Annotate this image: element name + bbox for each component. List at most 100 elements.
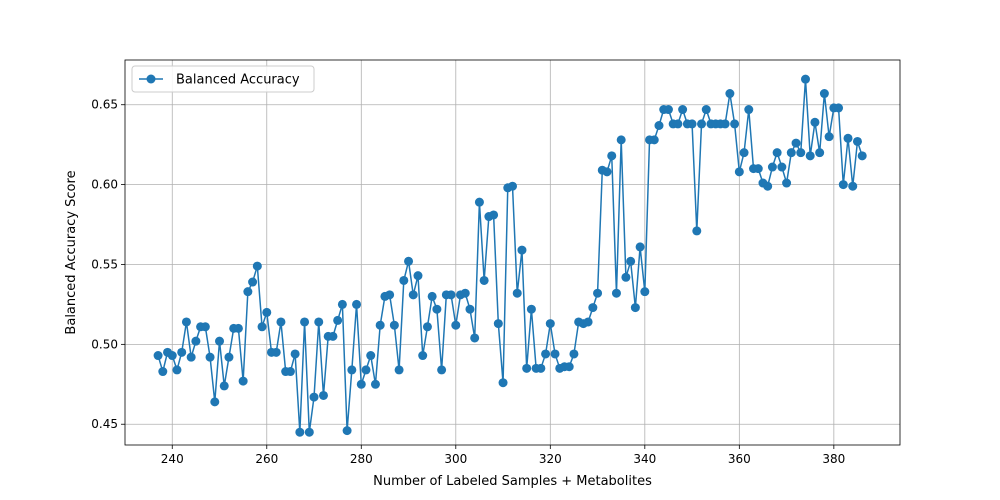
data-point xyxy=(375,320,385,330)
data-point xyxy=(602,167,612,177)
data-point xyxy=(318,390,328,400)
data-point xyxy=(815,148,825,158)
data-point xyxy=(309,392,319,402)
x-tick-label: 360 xyxy=(728,452,751,466)
data-point xyxy=(370,379,380,389)
data-point xyxy=(800,74,810,84)
data-point xyxy=(404,256,414,266)
data-point xyxy=(489,210,499,220)
data-point xyxy=(224,352,234,362)
data-point xyxy=(739,148,749,158)
data-point xyxy=(262,307,272,317)
legend-marker-swatch xyxy=(146,74,156,84)
data-point xyxy=(734,167,744,177)
data-point xyxy=(356,379,366,389)
data-point xyxy=(352,299,362,309)
data-point xyxy=(337,299,347,309)
data-point xyxy=(210,397,220,407)
data-point xyxy=(300,317,310,327)
data-point xyxy=(158,367,168,377)
data-point xyxy=(673,119,683,129)
data-point xyxy=(389,320,399,330)
data-point xyxy=(328,331,338,341)
data-point xyxy=(177,347,187,357)
data-point xyxy=(361,365,371,375)
data-point xyxy=(782,178,792,188)
data-point xyxy=(796,148,806,158)
data-point xyxy=(153,351,163,361)
data-point xyxy=(271,347,281,357)
data-point xyxy=(451,320,461,330)
data-point xyxy=(342,426,352,436)
y-tick-label: 0.45 xyxy=(91,417,118,431)
data-point xyxy=(541,349,551,359)
data-point xyxy=(333,315,343,325)
data-point xyxy=(233,323,243,333)
data-point xyxy=(205,352,215,362)
data-point xyxy=(418,351,428,361)
x-tick-label: 380 xyxy=(822,452,845,466)
data-point xyxy=(522,363,532,373)
legend-box xyxy=(131,65,315,93)
data-point xyxy=(838,180,848,190)
data-point xyxy=(687,119,697,129)
data-point xyxy=(460,288,470,298)
data-point xyxy=(347,365,357,375)
data-point xyxy=(550,349,560,359)
x-axis-ticks: 240 260 280 300 320 340 360 380 xyxy=(161,445,845,466)
data-point xyxy=(285,367,295,377)
data-point xyxy=(635,242,645,252)
data-point xyxy=(824,132,834,142)
data-point xyxy=(276,317,286,327)
x-axis-label: Number of Labeled Samples + Metabolites xyxy=(373,474,652,489)
data-point xyxy=(243,287,253,297)
y-tick-label: 0.50 xyxy=(91,337,118,351)
data-point xyxy=(314,317,324,327)
data-point xyxy=(219,381,229,391)
data-point xyxy=(432,304,442,314)
data-point xyxy=(517,245,527,255)
data-point xyxy=(843,133,853,143)
data-point xyxy=(616,135,626,145)
data-point xyxy=(697,119,707,129)
data-point xyxy=(640,287,650,297)
data-point xyxy=(437,365,447,375)
x-tick-label: 300 xyxy=(444,452,467,466)
data-point xyxy=(730,119,740,129)
data-point xyxy=(593,288,603,298)
data-point xyxy=(385,290,395,300)
data-point xyxy=(545,319,555,329)
data-point xyxy=(583,317,593,327)
data-point xyxy=(805,151,815,161)
data-point xyxy=(663,105,673,115)
data-point xyxy=(588,303,598,313)
data-point xyxy=(630,303,640,313)
y-axis-ticks: 0.45 0.50 0.55 0.60 0.65 xyxy=(91,98,125,431)
data-point xyxy=(493,319,503,329)
legend: Balanced Accuracy xyxy=(131,65,315,93)
x-tick-label: 240 xyxy=(161,452,184,466)
data-point xyxy=(753,164,763,174)
data-point xyxy=(215,336,225,346)
data-point xyxy=(427,291,437,301)
data-point xyxy=(767,162,777,172)
data-point xyxy=(725,89,735,99)
data-point xyxy=(200,322,210,332)
data-point xyxy=(777,162,787,172)
data-point xyxy=(252,261,262,271)
data-point xyxy=(248,277,258,287)
data-point xyxy=(238,376,248,386)
x-tick-label: 320 xyxy=(539,452,562,466)
data-point xyxy=(569,349,579,359)
data-point xyxy=(446,290,456,300)
x-tick-label: 260 xyxy=(255,452,278,466)
data-point xyxy=(465,304,475,314)
data-point xyxy=(791,138,801,148)
y-tick-label: 0.55 xyxy=(91,257,118,271)
data-point xyxy=(564,362,574,372)
plot-area-frame xyxy=(124,59,901,446)
data-point xyxy=(611,288,621,298)
data-point xyxy=(678,105,688,115)
data-point xyxy=(508,181,517,191)
data-point xyxy=(399,275,409,285)
